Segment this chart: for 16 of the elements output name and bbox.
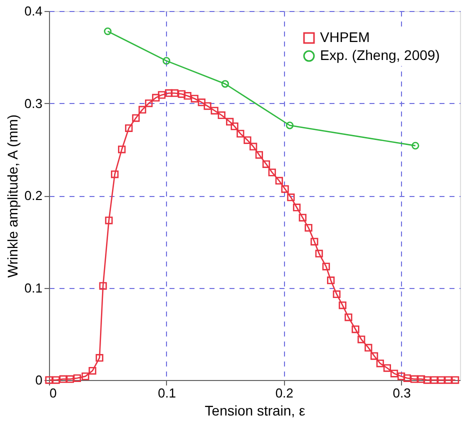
legend-label: Exp. (Zheng, 2009) xyxy=(320,47,440,63)
x-tick-label: 0 xyxy=(50,386,57,400)
legend-label: VHPEM xyxy=(320,29,370,45)
x-tick-label: 0.2 xyxy=(275,386,294,400)
y-tick-label: 0.4 xyxy=(24,4,42,18)
y-axis-title: Wrinkle amplitude, A (mm) xyxy=(4,114,20,278)
y-tick-label: 0.2 xyxy=(24,188,42,203)
x-tick-label: 0.1 xyxy=(158,386,176,400)
x-tick-label: 0.3 xyxy=(392,386,411,400)
point xyxy=(162,57,170,65)
point xyxy=(221,80,229,88)
y-tick-label: 0.1 xyxy=(24,280,42,296)
y-tick-label: 0.3 xyxy=(24,96,42,111)
x-axis-title: Tension strain, ε xyxy=(204,402,306,418)
y-tick-label: 0 xyxy=(35,372,42,388)
point xyxy=(286,122,294,130)
